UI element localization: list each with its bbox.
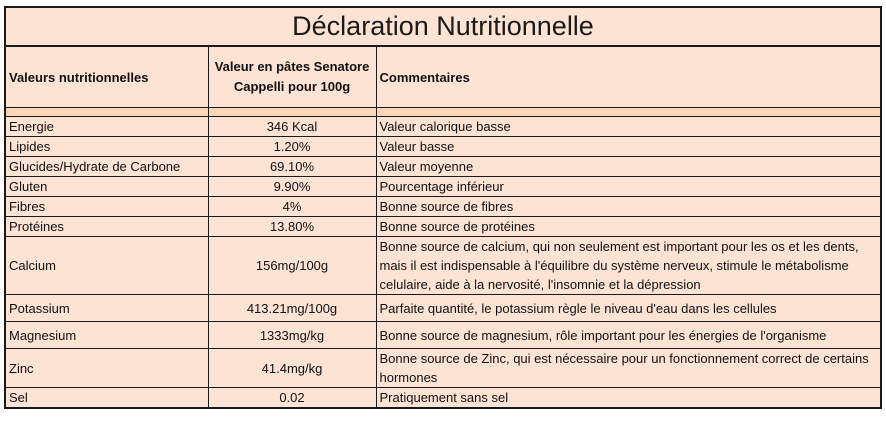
nutrient-name: Fibres [6,196,209,217]
nutrient-value: 9.90% [207,176,377,197]
table-row: Fibres 4% Bonne source de fibres [6,196,880,217]
table-row: Energie 346 Kcal Valeur calorique basse [6,116,880,137]
nutrient-value: 0.02 [207,387,377,407]
nutrient-name: Calcium [6,236,209,295]
nutrient-comment: Pratiquement sans sel [375,387,880,407]
nutrient-name: Potassium [6,294,209,322]
nutrient-value: 13.80% [207,216,377,237]
nutrient-comment: Bonne source de fibres [375,196,880,217]
table-row: Magnesium 1333mg/kg Bonne source de magn… [6,321,880,349]
nutrient-comment: Pourcentage inférieur [375,176,880,197]
nutrient-comment: Valeur moyenne [375,156,880,177]
header-comments: Commentaires [375,47,880,108]
nutrition-sheet: Déclaration Nutritionnelle Valeurs nutri… [4,6,882,409]
nutrition-table: Valeurs nutritionnelles Valeur en pâtes … [6,47,880,407]
nutrient-value: 4% [207,196,377,217]
nutrient-comment: Bonne source de magnesium, rôle importan… [375,321,880,349]
nutrient-name: Protéines [6,216,209,237]
nutrient-value: 69.10% [207,156,377,177]
table-header-row: Valeurs nutritionnelles Valeur en pâtes … [6,47,880,108]
nutrient-name: Zinc [6,348,209,388]
table-row: Protéines 13.80% Bonne source de protéin… [6,216,880,237]
table-row: Lipides 1.20% Valeur basse [6,136,880,157]
table-row: Gluten 9.90% Pourcentage inférieur [6,176,880,197]
table-row: Potassium 413.21mg/100g Parfaite quantit… [6,294,880,322]
nutrient-value: 1.20% [207,136,377,157]
nutrient-name: Sel [6,387,209,407]
header-value-line2: Cappelli pour 100g [233,79,351,94]
nutrient-value: 413.21mg/100g [207,294,377,322]
nutrient-comment: Valeur basse [375,136,880,157]
table-row: Sel 0.02 Pratiquement sans sel [6,387,880,407]
table-row: Zinc 41.4mg/kg Bonne source de Zinc, qui… [6,348,880,388]
nutrient-comment: Valeur calorique basse [375,116,880,137]
nutrient-name: Lipides [6,136,209,157]
nutrient-value: 156mg/100g [207,236,377,295]
header-nutritional-values: Valeurs nutritionnelles [6,47,209,108]
nutrient-name: Glucides/Hydrate de Carbone [6,156,209,177]
nutrient-name: Gluten [6,176,209,197]
nutrient-comment: Parfaite quantité, le potassium règle le… [375,294,880,322]
table-row: Calcium 156mg/100g Bonne source de calci… [6,236,880,295]
nutrient-value: 41.4mg/kg [207,348,377,388]
spacer-cell [207,107,377,117]
header-value-line1: Valeur en pâtes Senatore [214,59,370,74]
header-value-per-100g: Valeur en pâtes Senatore Cappelli pour 1… [207,47,377,108]
table-row: Glucides/Hydrate de Carbone 69.10% Valeu… [6,156,880,177]
nutrient-value: 346 Kcal [207,116,377,137]
nutrient-value: 1333mg/kg [207,321,377,349]
nutrient-comment: Bonne source de Zinc, qui est nécessaire… [375,348,880,388]
nutrient-comment: Bonne source de protéines [375,216,880,237]
spacer-row [6,107,880,117]
nutrient-name: Energie [6,116,209,137]
nutrient-comment: Bonne source de calcium, qui non seuleme… [375,236,880,295]
page-title: Déclaration Nutritionnelle [6,8,880,47]
spacer-cell [6,107,209,117]
spacer-cell [375,107,880,117]
nutrient-name: Magnesium [6,321,209,349]
